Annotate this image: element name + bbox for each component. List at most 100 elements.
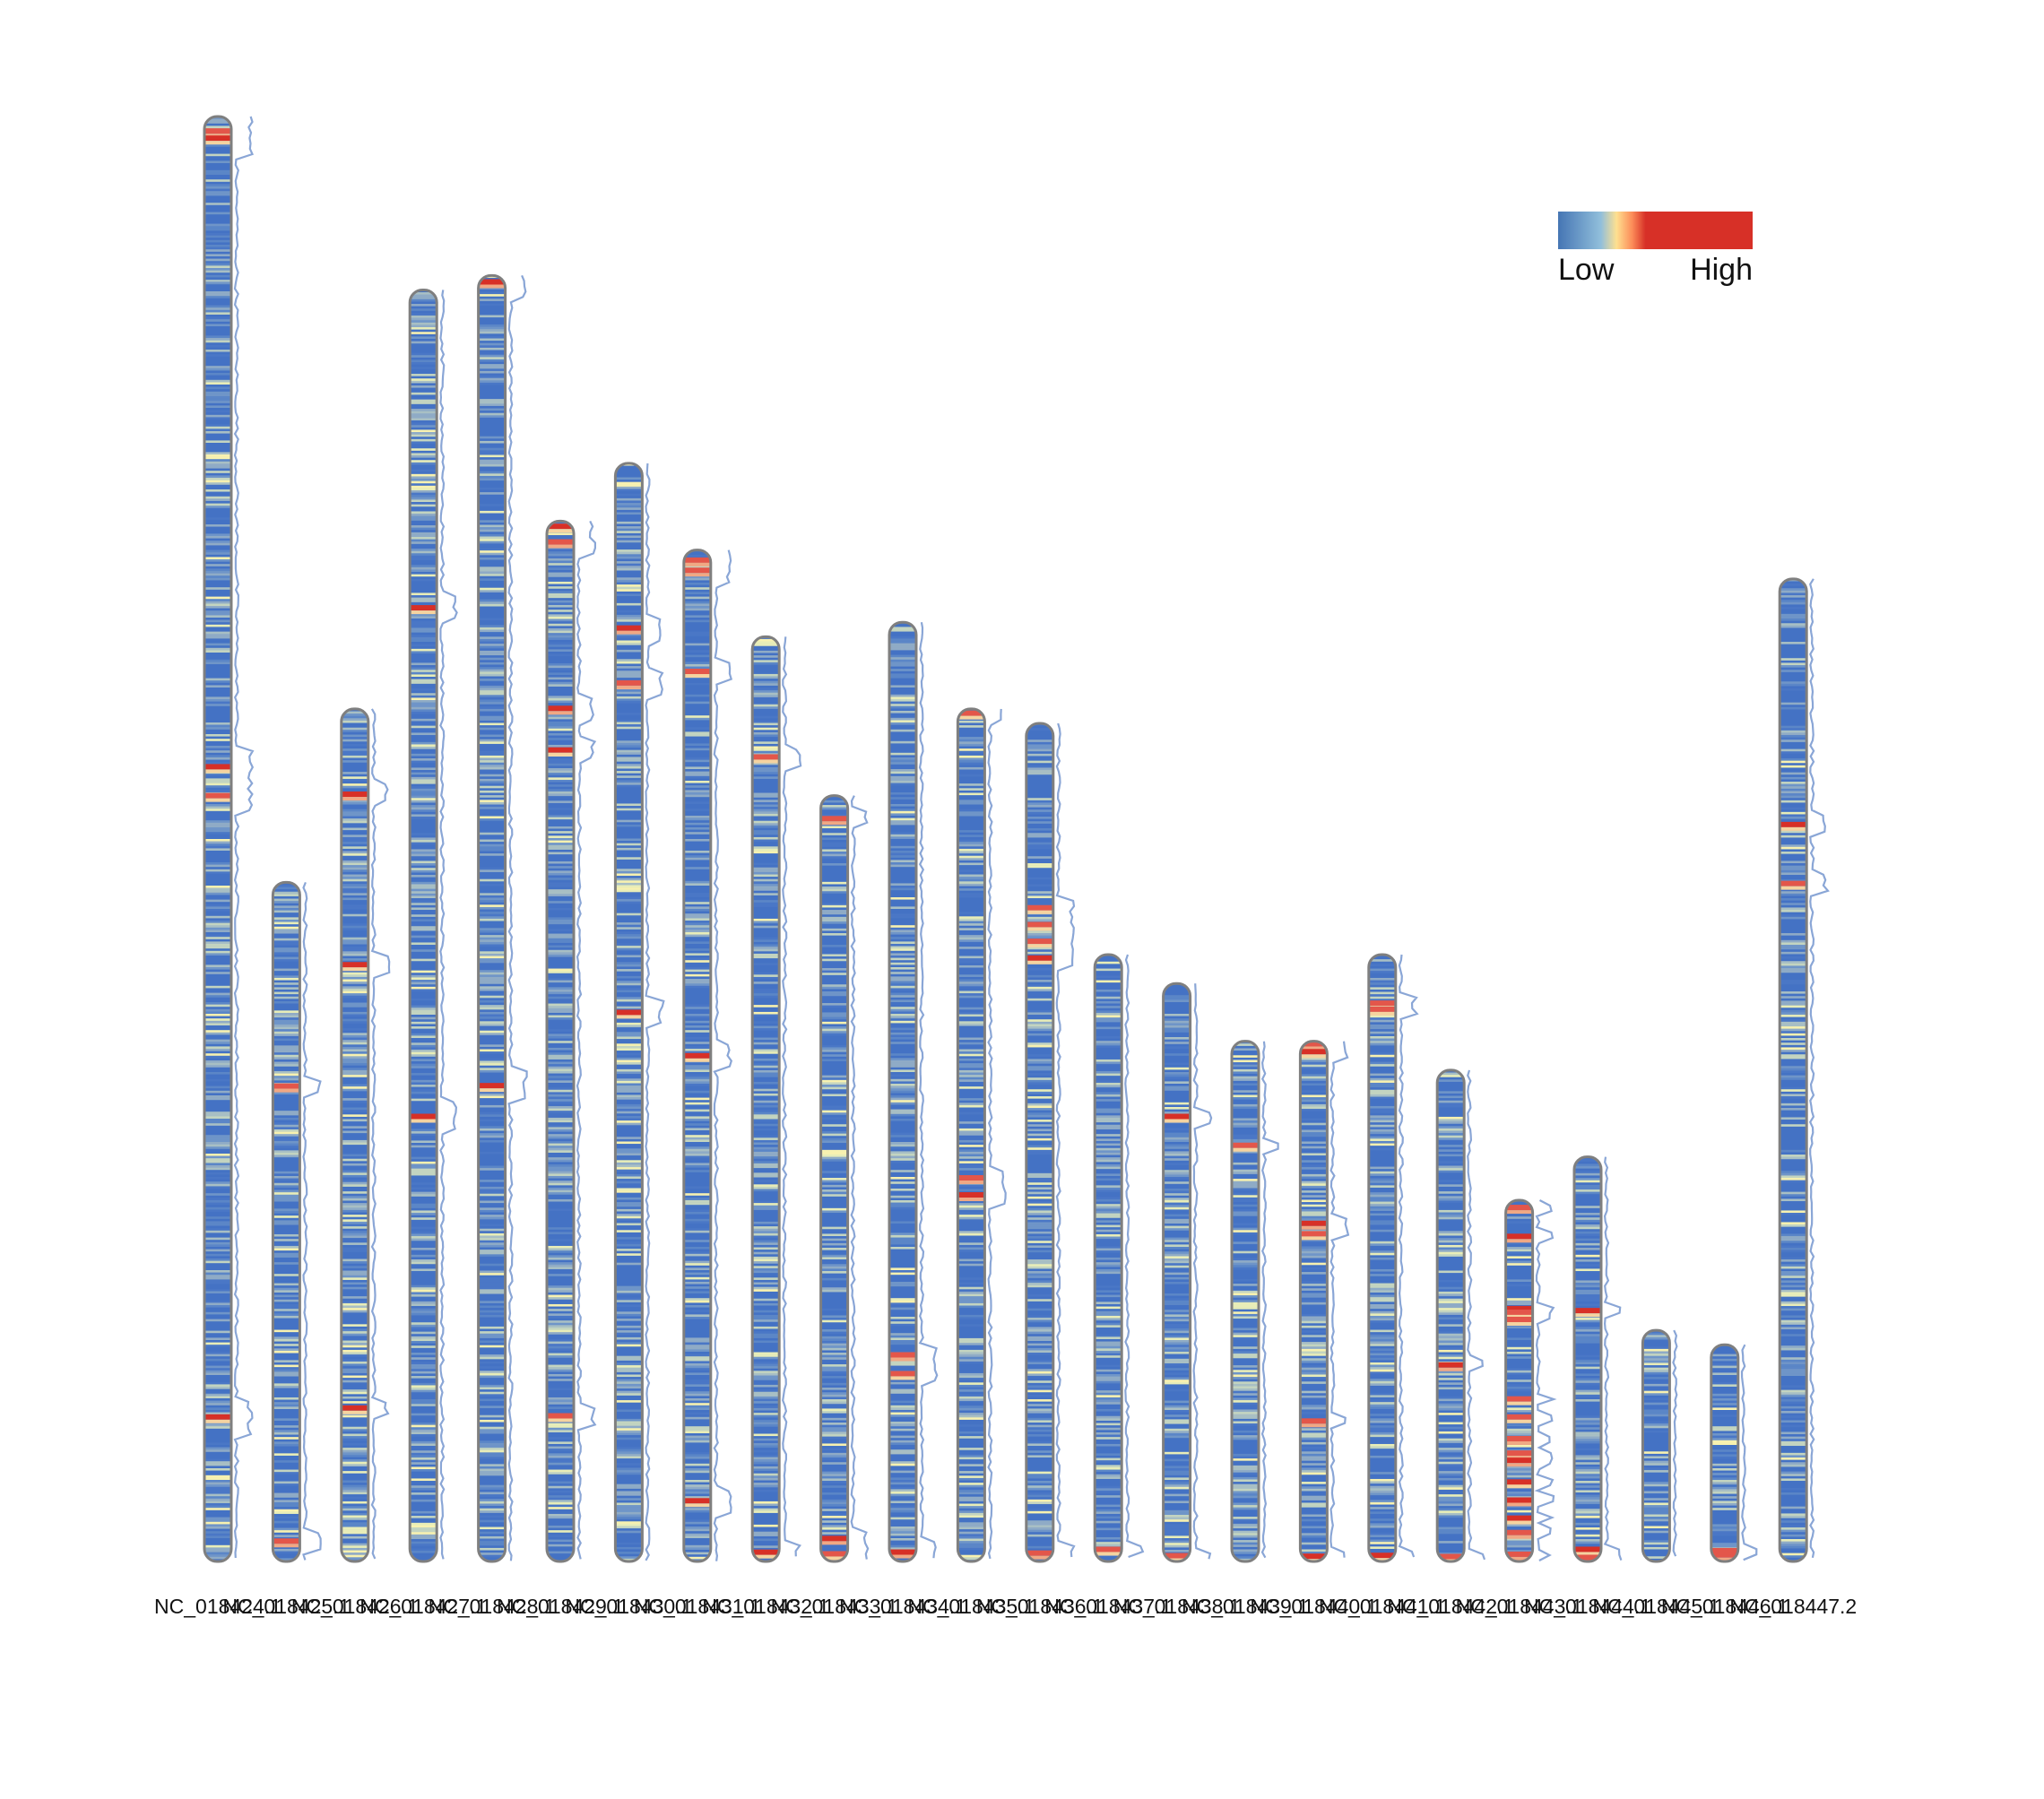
- density-band: [341, 1103, 368, 1106]
- density-band: [478, 1508, 506, 1511]
- density-band: [820, 872, 848, 876]
- density-band: [341, 1016, 368, 1020]
- density-band: [547, 697, 574, 701]
- density-band: [683, 1291, 711, 1294]
- density-band: [683, 911, 711, 914]
- density-band: [547, 773, 574, 776]
- density-band: [683, 1519, 711, 1523]
- density-band: [273, 1173, 300, 1177]
- density-band: [410, 1005, 437, 1008]
- density-band: [204, 1311, 231, 1315]
- density-band: [752, 1461, 780, 1465]
- density-band: [820, 1427, 848, 1431]
- density-band: [683, 734, 711, 737]
- density-band: [204, 385, 231, 387]
- density-band: [273, 1201, 300, 1205]
- density-band: [547, 742, 574, 746]
- density-band: [410, 1261, 437, 1265]
- density-band: [478, 776, 506, 780]
- density-band: [683, 992, 711, 996]
- density-band: [683, 1275, 711, 1278]
- density-band: [410, 1143, 437, 1146]
- density-band: [615, 815, 643, 818]
- density-band: [752, 1051, 780, 1055]
- density-band: [410, 1145, 437, 1148]
- density-band: [547, 1146, 574, 1149]
- density-band: [204, 319, 231, 323]
- density-band: [889, 1279, 916, 1283]
- density-band: [204, 274, 231, 278]
- density-band: [683, 1042, 711, 1045]
- density-band: [273, 1297, 300, 1301]
- density-band: [820, 1136, 848, 1139]
- density-band: [410, 1187, 437, 1190]
- density-band: [752, 823, 780, 826]
- density-band: [478, 1053, 506, 1057]
- density-band: [615, 719, 643, 722]
- density-band: [478, 1128, 506, 1131]
- density-band: [478, 1535, 506, 1539]
- density-band: [410, 863, 437, 866]
- density-band: [615, 1533, 643, 1536]
- density-band: [615, 661, 643, 664]
- density-band: [478, 1547, 506, 1551]
- density-band: [615, 1250, 643, 1254]
- density-band: [410, 828, 437, 831]
- density-band: [752, 688, 780, 691]
- density-band: [341, 893, 368, 896]
- density-band: [341, 1496, 368, 1500]
- density-band: [273, 1232, 300, 1235]
- density-band: [478, 428, 506, 432]
- density-band: [410, 747, 437, 749]
- density-band: [889, 1181, 916, 1185]
- density-band: [204, 1458, 231, 1462]
- density-band: [615, 1313, 643, 1317]
- density-band: [204, 1190, 231, 1194]
- density-band: [273, 1476, 300, 1480]
- density-band: [204, 1037, 231, 1040]
- density-band: [889, 1209, 916, 1213]
- density-band: [547, 817, 574, 820]
- density-band: [547, 1383, 574, 1387]
- density-band: [341, 1442, 368, 1446]
- density-band: [683, 878, 711, 882]
- density-band: [752, 1422, 780, 1425]
- density-band: [889, 1547, 916, 1551]
- density-band: [820, 1318, 848, 1320]
- hotspot-band: [341, 791, 368, 798]
- density-band: [615, 1400, 643, 1403]
- density-band: [889, 810, 916, 814]
- density-band: [273, 1129, 300, 1132]
- density-band: [547, 630, 574, 634]
- density-band: [683, 848, 711, 852]
- density-band: [410, 1455, 437, 1458]
- density-band: [273, 1108, 300, 1111]
- density-band: [341, 1042, 368, 1045]
- density-band: [615, 1500, 643, 1503]
- density-band: [410, 945, 437, 947]
- density-band: [820, 1172, 848, 1176]
- density-band: [478, 676, 506, 679]
- density-band: [273, 1208, 300, 1212]
- density-band: [204, 1498, 231, 1501]
- density-band: [820, 1336, 848, 1339]
- density-band: [752, 727, 780, 731]
- density-band: [820, 1292, 848, 1295]
- density-band: [341, 1284, 368, 1288]
- density-band: [615, 1344, 643, 1347]
- density-band: [752, 653, 780, 656]
- density-band: [478, 366, 506, 369]
- density-band: [547, 1437, 574, 1440]
- density-band: [273, 1535, 300, 1538]
- density-band: [547, 1476, 574, 1480]
- density-band: [478, 941, 506, 945]
- density-band: [820, 1143, 848, 1146]
- density-band: [752, 1053, 780, 1057]
- density-band: [478, 1361, 506, 1364]
- density-band: [273, 1441, 300, 1445]
- density-band: [204, 1084, 231, 1086]
- density-band: [341, 737, 368, 740]
- density-band: [820, 954, 848, 957]
- density-band: [204, 1155, 231, 1159]
- density-band: [273, 1501, 300, 1505]
